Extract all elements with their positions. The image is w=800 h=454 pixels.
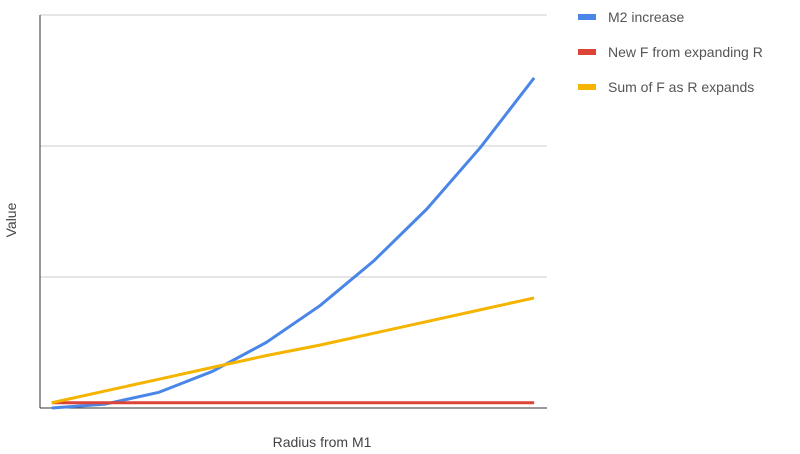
y-axis-title: Value xyxy=(3,202,19,237)
legend-label: Sum of F as R expands xyxy=(608,79,755,95)
series-line xyxy=(51,76,536,410)
legend-label: New F from expanding R xyxy=(608,44,763,60)
legend-swatch xyxy=(578,49,596,55)
legend-entry: New F from expanding R xyxy=(578,43,793,62)
legend-swatch xyxy=(578,14,596,20)
legend-label: M2 increase xyxy=(608,9,685,25)
legend-swatch xyxy=(578,84,596,90)
series-line xyxy=(51,296,535,405)
legend-entry: M2 increase xyxy=(578,8,793,27)
legend: M2 increase New F from expanding R Sum of … xyxy=(578,8,793,113)
legend-entry: Sum of F as R expands xyxy=(578,78,793,97)
x-axis-title: Radius from M1 xyxy=(273,434,372,450)
